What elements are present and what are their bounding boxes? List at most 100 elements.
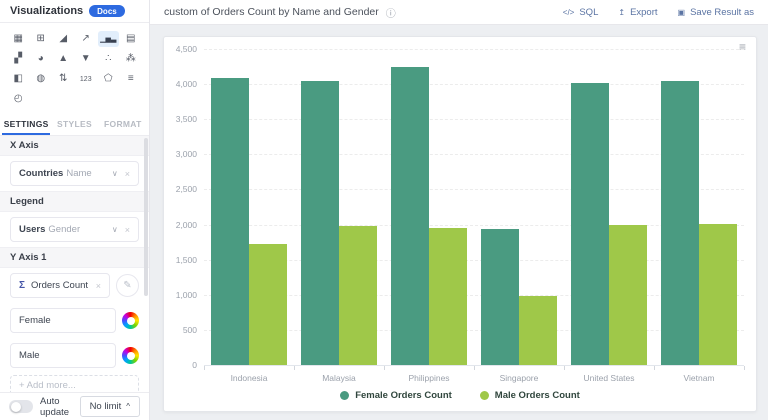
bar-united-states-male xyxy=(609,224,647,365)
y-axis-section-header: Y Axis 1 xyxy=(0,247,149,268)
x-axis-tick-mark xyxy=(204,366,205,370)
color-wheel-icon[interactable] xyxy=(122,347,139,364)
x-axis-field[interactable]: Countries Name ∨ × xyxy=(10,161,139,186)
code-icon: </> xyxy=(562,7,575,17)
panel-title: Visualizations xyxy=(10,5,84,17)
funnel-chart-icon[interactable]: ▼ xyxy=(80,53,91,64)
y-axis-tick: 3,000 xyxy=(175,149,197,160)
edit-metric-button[interactable]: ✎ xyxy=(116,274,139,297)
x-axis-label: Vietnam xyxy=(683,373,715,383)
visualizations-sidebar: Visualizations Docs ▦ ⊞ ◢ ↗ ▁▅▃ ▤ ▞ ◕ ▲ ▼ ∴ ⁂ ◧ ◍ ⇅ 123… xyxy=(0,0,150,420)
legend-field-row: Users Gender ∨ × xyxy=(0,212,149,247)
add-more-series-button[interactable]: + Add more... xyxy=(10,375,139,392)
pie-chart-icon[interactable]: ◕ xyxy=(37,53,44,64)
save-result-as-button[interactable]: ▣ Save Result as xyxy=(678,7,754,18)
x-axis-tick-mark xyxy=(654,366,655,370)
x-axis-tick-mark xyxy=(474,366,475,370)
chart-card: ≡ 0 500 1,000 1,500 2,000 2,500 3,000 3,500 4,00… xyxy=(163,36,757,412)
legend-field[interactable]: Users Gender ∨ × xyxy=(10,217,139,242)
map-chart-icon[interactable]: ◍ xyxy=(36,73,46,84)
series-row-female: Female xyxy=(0,303,149,338)
scatter-chart-icon[interactable]: ∴ xyxy=(105,53,112,64)
number-card-icon[interactable]: 123 xyxy=(79,75,92,83)
x-axis-label: Philippines xyxy=(408,373,450,383)
horizontal-bar-icon[interactable]: ▤ xyxy=(126,33,136,44)
y-gridline xyxy=(204,49,744,50)
chevron-down-icon[interactable]: ∨ xyxy=(111,169,118,178)
y-axis-tick: 4,500 xyxy=(175,44,197,54)
combo-chart-icon[interactable]: ▞ xyxy=(14,53,23,64)
chart-legend: Female Orders Count Male Orders Count xyxy=(164,390,756,401)
tab-styles[interactable]: STYLES xyxy=(57,119,92,129)
remove-field-icon[interactable]: × xyxy=(124,224,130,235)
gauge-chart-icon[interactable]: ◴ xyxy=(13,93,23,104)
toggle-knob xyxy=(10,401,21,412)
y-axis-tick: 4,000 xyxy=(175,79,197,90)
pivot-table-icon[interactable]: ⊞ xyxy=(36,33,45,44)
y-gridline xyxy=(204,259,744,261)
chart-title: custom of Orders Count by Name and Gende… xyxy=(164,6,379,18)
color-wheel-icon[interactable] xyxy=(122,312,139,329)
sql-button[interactable]: </> SQL xyxy=(563,7,599,18)
rose-chart-icon[interactable]: ⁂ xyxy=(125,53,136,64)
main-area: custom of Orders Count by Name and Gende… xyxy=(150,0,768,420)
series-female-field[interactable]: Female xyxy=(10,308,116,333)
area-chart-icon[interactable]: ◢ xyxy=(59,33,68,44)
legend-dot-icon xyxy=(340,391,350,400)
export-icon: ↥ xyxy=(618,7,626,17)
pyramid-chart-icon[interactable]: ▲ xyxy=(58,53,69,64)
legend-section-header: Legend xyxy=(0,191,149,212)
auto-update-toggle[interactable] xyxy=(9,400,33,413)
header-actions: </> SQL ↥ Export ▣ Save Result as xyxy=(563,7,754,18)
y-axis-tick: 1,500 xyxy=(175,254,197,265)
legend-item[interactable]: Male Orders Count xyxy=(479,390,580,401)
bar-malaysia-male xyxy=(339,225,377,365)
y-axis-tick: 3,500 xyxy=(175,114,197,125)
chart-menu-icon[interactable]: ≡ xyxy=(738,40,746,54)
x-axis-tick-mark xyxy=(294,366,295,370)
info-icon[interactable]: ⓘ xyxy=(385,8,396,20)
chevron-down-icon[interactable]: ∨ xyxy=(111,225,118,234)
bar-philippines-female xyxy=(391,66,429,365)
chart-header: custom of Orders Count by Name and Gende… xyxy=(150,0,768,25)
tab-settings[interactable]: SETTINGS xyxy=(2,113,51,135)
bar-malaysia-female xyxy=(301,81,339,365)
legend-label: Male Orders Count xyxy=(494,390,580,401)
row-limit-button[interactable]: No limit ^ xyxy=(79,396,140,417)
radar-chart-icon[interactable]: ⬠ xyxy=(103,73,113,84)
bar-chart-icon[interactable]: ▁▅▃ xyxy=(98,31,119,47)
x-axis-label: United States xyxy=(583,373,635,383)
score-card-icon[interactable]: ◧ xyxy=(13,73,23,84)
legend-item[interactable]: Female Orders Count xyxy=(340,390,452,401)
series-male-field[interactable]: Male xyxy=(10,343,116,368)
metric-field[interactable]: Σ Orders Count × xyxy=(10,273,110,298)
sidebar-header: Visualizations Docs xyxy=(0,0,149,23)
parallel-chart-icon[interactable]: ≡ xyxy=(127,73,134,84)
settings-tabs: SETTINGS STYLES FORMAT xyxy=(0,113,149,136)
sql-label: SQL xyxy=(579,6,599,18)
bar-united-states-female xyxy=(571,83,609,365)
export-button[interactable]: ↥ Export xyxy=(618,7,657,18)
tab-format[interactable]: FORMAT xyxy=(104,119,142,129)
chart-type-grid: ▦ ⊞ ◢ ↗ ▁▅▃ ▤ ▞ ◕ ▲ ▼ ∴ ⁂ ◧ ◍ ⇅ 123 ⬠ ≡ ◴ xyxy=(0,23,149,113)
x-axis-field-row: Countries Name ∨ × xyxy=(0,156,149,191)
remove-field-icon[interactable]: × xyxy=(95,280,101,291)
y-gridline xyxy=(204,84,744,86)
table-icon[interactable]: ▦ xyxy=(13,33,23,44)
ranking-icon[interactable]: ⇅ xyxy=(59,73,68,84)
y-axis-tick: 1,000 xyxy=(175,289,197,300)
line-chart-icon[interactable]: ↗ xyxy=(81,33,90,44)
docs-badge[interactable]: Docs xyxy=(89,5,125,17)
bar-chart-plot: 0 500 1,000 1,500 2,000 2,500 3,000 3,500 4,000 4… xyxy=(164,37,756,411)
y-gridline xyxy=(204,154,744,156)
y-gridline xyxy=(204,189,744,191)
x-axis-tick-mark xyxy=(564,366,565,370)
sidebar-scrollbar[interactable] xyxy=(144,138,148,296)
bar-indonesia-male xyxy=(249,244,287,365)
remove-field-icon[interactable]: × xyxy=(124,168,130,179)
y-gridline xyxy=(204,329,744,331)
export-label: Export xyxy=(630,6,658,18)
legend-label: Female Orders Count xyxy=(355,390,452,401)
series-row-male: Male xyxy=(0,338,149,373)
